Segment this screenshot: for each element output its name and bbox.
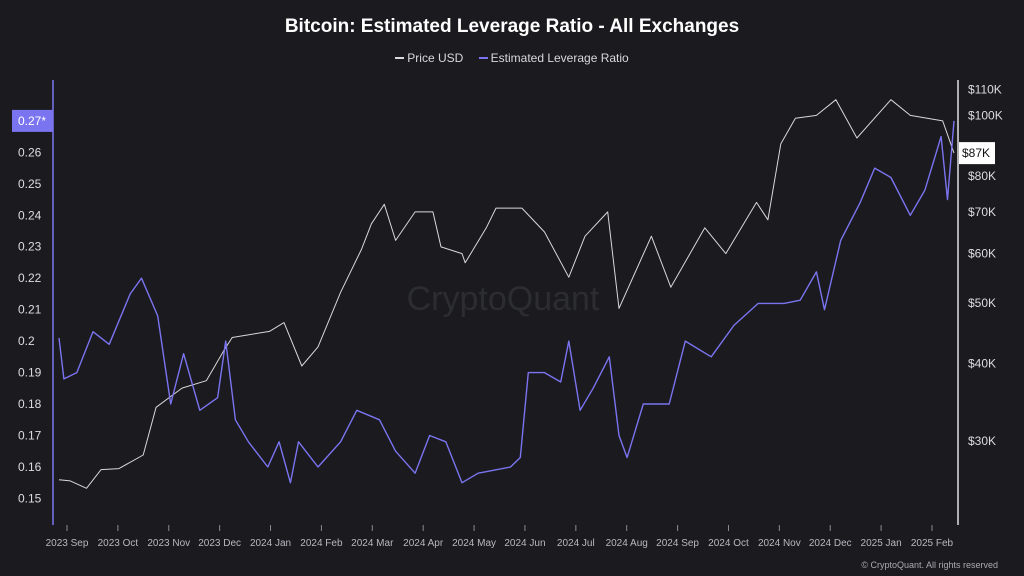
x-tick-label: 2024 Jan (250, 538, 291, 549)
copyright-text: © CryptoQuant. All rights reserved (861, 560, 998, 570)
right-tick-label: $50K (968, 296, 996, 310)
x-tick-label: 2023 Dec (198, 538, 241, 549)
watermark: CryptoQuant (407, 280, 600, 318)
legend-label-leverage: Estimated Leverage Ratio (490, 51, 629, 65)
x-tick-label: 2023 Sep (46, 538, 89, 549)
right-current-marker (959, 142, 995, 165)
left-tick-label: 0.25 (18, 177, 42, 191)
left-tick-label: 0.22 (18, 271, 42, 285)
x-tick-label: 2024 Dec (809, 538, 852, 549)
legend-label-price: Price USD (407, 51, 464, 65)
x-tick-label: 2024 Aug (606, 538, 648, 549)
left-tick-label: 0.24 (18, 208, 42, 222)
left-tick-label: 0.16 (18, 460, 42, 474)
legend-item-price[interactable]: Price USD (395, 51, 463, 65)
right-tick-label: $70K (968, 205, 996, 219)
left-current-marker-label: 0.27* (18, 114, 46, 128)
legend-swatch-price (395, 56, 405, 59)
right-tick-label: $110K (968, 83, 1002, 97)
x-tick-label: 2024 Sep (656, 538, 699, 549)
x-tick-label: 2025 Feb (911, 538, 954, 549)
x-tick-label: 2024 May (452, 538, 496, 549)
legend: Price USD Estimated Leverage Ratio (0, 51, 1024, 65)
x-tick-label: 2023 Oct (98, 538, 139, 549)
left-tick-label: 0.26 (18, 145, 42, 159)
x-tick-label: 2024 Mar (351, 538, 394, 549)
price-usd-line (58, 99, 955, 489)
x-tick-label: 2024 Nov (758, 538, 801, 549)
left-tick-label: 0.21 (18, 303, 42, 317)
x-tick-label: 2024 Apr (403, 538, 444, 549)
x-tick-label: 2023 Nov (147, 538, 190, 549)
x-tick-label: 2025 Jan (861, 538, 902, 549)
left-tick-label: 0.23 (18, 240, 42, 254)
legend-item-leverage[interactable]: Estimated Leverage Ratio (478, 51, 629, 65)
right-tick-label: $80K (968, 169, 996, 183)
right-tick-label: $60K (968, 247, 996, 261)
left-tick-label: 0.17 (18, 428, 42, 442)
right-tick-label: $100K (968, 108, 1003, 122)
left-tick-label: 0.15 (18, 491, 42, 505)
left-current-marker (12, 109, 53, 132)
right-tick-label: $30K (968, 434, 996, 448)
x-tick-label: 2024 Oct (708, 538, 749, 549)
right-tick-label: $40K (968, 356, 996, 370)
right-current-marker-label: $87K (962, 146, 990, 160)
left-tick-label: 0.18 (18, 397, 42, 411)
x-tick-label: 2024 Feb (300, 538, 343, 549)
leverage-ratio-line (58, 120, 955, 484)
x-tick-label: 2024 Jul (557, 538, 595, 549)
chart-title: Bitcoin: Estimated Leverage Ratio - All … (284, 16, 740, 37)
legend-swatch-leverage (478, 56, 488, 59)
x-tick-label: 2024 Jun (504, 538, 545, 549)
left-tick-label: 0.19 (18, 366, 42, 380)
left-tick-label: 0.2 (18, 334, 35, 348)
